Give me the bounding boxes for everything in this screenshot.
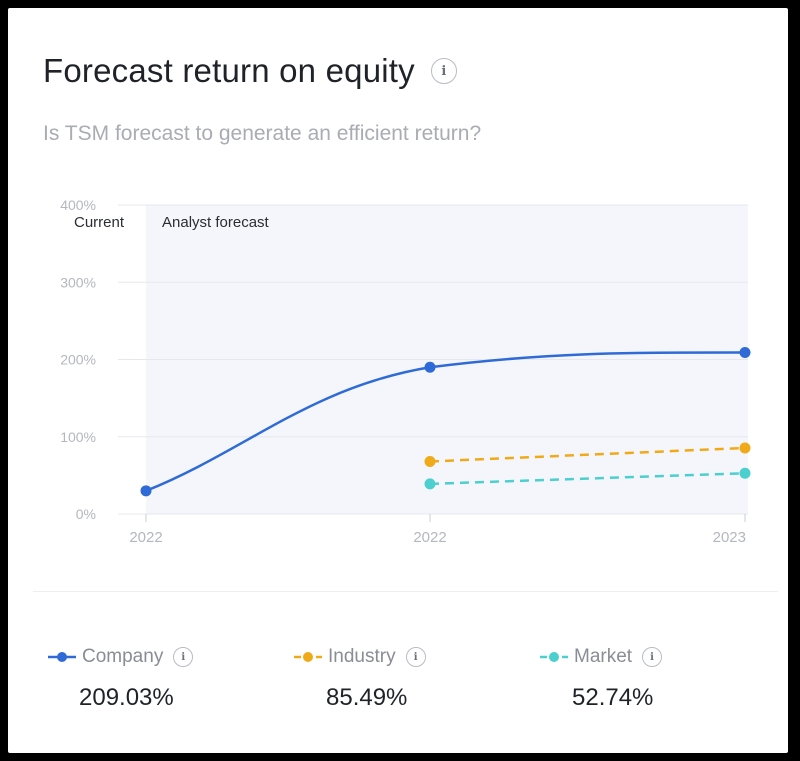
company-point — [424, 361, 436, 373]
title-row: Forecast return on equity i — [43, 52, 457, 90]
company-legend-swatch — [48, 652, 76, 662]
legend-industry: Industry i — [294, 646, 426, 668]
industry-point — [424, 455, 436, 467]
x-tick-label: 2022 — [413, 529, 446, 546]
y-tick-label: 300% — [60, 274, 96, 290]
industry-line — [429, 446, 746, 463]
y-tick-label: 0% — [76, 506, 96, 522]
legend-market: Market i — [540, 646, 663, 668]
chart-title: Forecast return on equity — [43, 52, 415, 89]
industry-point — [739, 442, 751, 454]
info-icon[interactable]: i — [430, 58, 457, 84]
region-label-current: Current — [74, 214, 125, 231]
legend-label-market: Market — [574, 646, 633, 667]
roe-chart: 400% 300% 200% 100% 0% 2022 2022 2023 Current Ana… — [60, 197, 751, 546]
region-label-forecast: Analyst forecast — [162, 214, 270, 231]
legend-label-industry: Industry — [328, 646, 396, 667]
legend-company: Company i — [48, 646, 194, 668]
chart-subtitle: Is TSM forecast to generate an efficient… — [43, 122, 482, 145]
market-point — [424, 478, 436, 490]
divider — [33, 591, 778, 592]
company-point — [140, 485, 152, 497]
y-tick-label: 200% — [60, 352, 96, 368]
market-legend-swatch — [540, 652, 568, 662]
y-tick-label: 400% — [60, 197, 96, 213]
industry-legend-swatch — [294, 652, 322, 662]
company-point — [739, 347, 751, 359]
info-icon[interactable]: i — [173, 647, 194, 667]
legend-label-company: Company — [82, 646, 164, 667]
x-tick-label: 2023 — [713, 529, 746, 546]
market-line — [429, 472, 746, 486]
market-value: 52.74% — [572, 684, 654, 711]
market-point — [739, 467, 751, 479]
industry-value: 85.49% — [326, 684, 408, 711]
company-value: 209.03% — [79, 684, 174, 711]
y-tick-label: 100% — [60, 429, 96, 445]
info-icon[interactable]: i — [405, 647, 426, 667]
roe-card: Forecast return on equity i Is TSM forec… — [8, 8, 788, 753]
x-tick-label: 2022 — [129, 529, 162, 546]
info-icon[interactable]: i — [642, 647, 663, 667]
